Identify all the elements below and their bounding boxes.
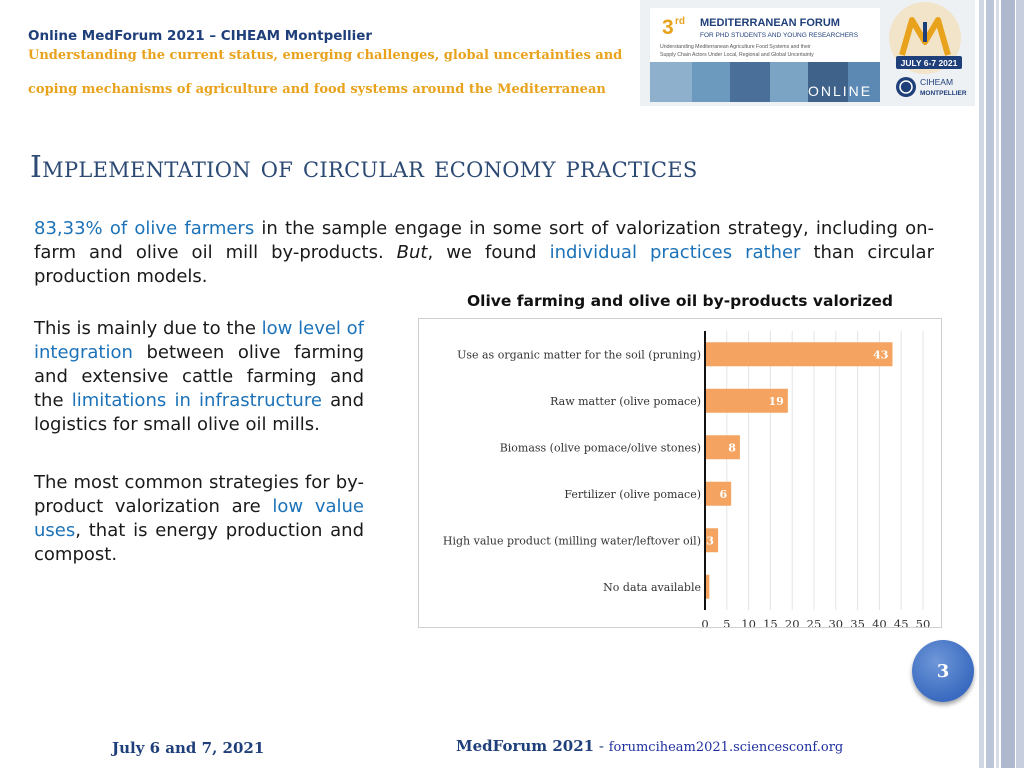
- footer-url-link[interactable]: forumciheam2021.sciencesconf.org: [608, 740, 844, 755]
- bar: [705, 528, 719, 553]
- header-title: Online MedForum 2021 – CIHEAM Montpellie…: [28, 28, 373, 44]
- chart-panel: Use as organic matter for the soil (prun…: [418, 318, 942, 631]
- strategies-text-b: , that is energy production and compost.: [34, 520, 364, 565]
- banner-forum-name: MEDITERRANEAN FORUM: [700, 17, 840, 29]
- right-edge-bar-3: [996, 0, 999, 768]
- banner-ordinal: 3: [662, 16, 674, 39]
- right-edge-bar-2: [986, 0, 994, 768]
- banner-ordinal-suffix: rd: [675, 16, 685, 27]
- category-label: No data available: [603, 581, 701, 594]
- strategies-text-a: The most common strategies for by-produc…: [34, 472, 364, 517]
- right-edge-bar-5: [1016, 0, 1024, 768]
- footer-forum: MedForum 2021 - forumciheam2021.sciences…: [456, 737, 843, 755]
- x-tick-label: 30: [828, 617, 843, 627]
- right-edge-bar-4: [1001, 0, 1015, 768]
- banner-text-panel: [650, 8, 880, 62]
- intro-text-b: , we found: [427, 242, 550, 263]
- integration-text-b: between olive farming and extensive catt…: [34, 342, 364, 411]
- intro-text-a: in the sample engage in some sort of val…: [34, 218, 934, 263]
- x-tick-label: 25: [807, 617, 822, 627]
- forum-banner: 3 rd MEDITERRANEAN FORUM FOR PHD STUDENT…: [640, 0, 975, 106]
- category-label: Fertilizer (olive pomace): [564, 488, 701, 501]
- slide-title: Implementation of circular economy pract…: [30, 150, 698, 185]
- bar: [705, 388, 788, 413]
- date-badge: [896, 56, 962, 69]
- bar-chart: Use as organic matter for the soil (prun…: [443, 331, 931, 631]
- banner-forum-audience: FOR PHD STUDENTS AND YOUNG RESEARCHERS: [700, 32, 859, 39]
- integration-paragraph: This is mainly due to the low level of i…: [34, 317, 364, 437]
- banner-online-label: ONLINE: [808, 83, 872, 99]
- x-tick-label: 50: [916, 617, 931, 627]
- x-tick-label: 35: [850, 617, 865, 627]
- org-city: MONTPELLIER: [920, 90, 967, 97]
- footer-date: July 6 and 7, 2021: [112, 739, 265, 757]
- x-tick-label: 0: [701, 617, 708, 627]
- header-subtitle-line2: coping mechanisms of agriculture and foo…: [28, 82, 606, 97]
- date-badge-text: JULY 6-7 2021: [901, 58, 958, 68]
- category-label: High value product (milling water/leftov…: [443, 534, 701, 547]
- org-name: CIHEAM: [920, 77, 953, 87]
- integration-text-a: This is mainly due to the: [34, 318, 262, 339]
- chart-title: Olive farming and olive oil by-products …: [466, 292, 894, 310]
- data-label: 8: [728, 441, 736, 454]
- x-tick-label: 15: [763, 617, 778, 627]
- bar: [705, 481, 732, 506]
- bar: [705, 574, 710, 599]
- integration-text-c: and logistics for small olive oil mills.: [34, 390, 364, 435]
- x-tick-label: 10: [741, 617, 756, 627]
- intro-highlight-farmers: 83,33% of olive farmers: [34, 218, 255, 239]
- category-label: Biomass (olive pomace/olive stones): [500, 441, 701, 454]
- header-subtitle-line1: Understanding the current status, emergi…: [28, 48, 623, 63]
- banner-desc-line2: Supply Chain Actors Under Local, Regiona…: [660, 52, 814, 58]
- intro-highlight-practices: individual practices rather: [549, 242, 801, 263]
- bar: [705, 342, 893, 367]
- x-tick-label: 45: [894, 617, 909, 627]
- strategies-paragraph: The most common strategies for by-produc…: [34, 471, 364, 567]
- low-value-highlight: low value uses: [34, 496, 364, 541]
- category-label: Use as organic matter for the soil (prun…: [457, 348, 701, 361]
- integration-highlight: low level of integration: [34, 318, 364, 363]
- infrastructure-highlight: limitations in infrastructure: [71, 390, 322, 411]
- footer-separator: -: [594, 737, 609, 755]
- x-tick-label: 20: [785, 617, 800, 627]
- ciheam-logo-icon: [896, 77, 916, 97]
- data-label: 43: [873, 348, 888, 361]
- intro-emphasis-but: But: [396, 242, 428, 263]
- banner-graphic: 3 rd MEDITERRANEAN FORUM FOR PHD STUDENT…: [640, 0, 975, 106]
- x-tick-label: 40: [872, 617, 887, 627]
- footer-forum-name: MedForum 2021: [456, 737, 595, 755]
- x-tick-label: 5: [723, 617, 730, 627]
- intro-text-c: than circular production models.: [34, 242, 934, 287]
- banner-desc-line1: Understanding Mediterranean Agriculture …: [660, 44, 811, 50]
- data-label: 19: [769, 395, 784, 408]
- data-label: 6: [720, 488, 728, 501]
- category-label: Raw matter (olive pomace): [550, 395, 701, 408]
- data-label: 3: [706, 534, 714, 547]
- right-edge-bar-1: [979, 0, 984, 768]
- bar: [705, 435, 740, 460]
- intro-paragraph: 83,33% of olive farmers in the sample en…: [34, 217, 934, 289]
- page-number-badge: 3: [912, 640, 974, 702]
- banner-photo-strip: [650, 62, 880, 102]
